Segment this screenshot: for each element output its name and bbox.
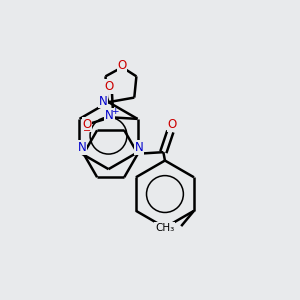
Text: +: + bbox=[111, 107, 118, 116]
Text: N: N bbox=[78, 141, 86, 154]
Text: CH₃: CH₃ bbox=[155, 223, 174, 233]
Text: O: O bbox=[118, 59, 127, 73]
Text: O: O bbox=[167, 118, 177, 131]
Text: O: O bbox=[82, 118, 92, 131]
Text: N: N bbox=[98, 95, 107, 108]
Text: N: N bbox=[105, 109, 114, 122]
Text: N: N bbox=[135, 141, 144, 154]
Text: O: O bbox=[104, 80, 113, 93]
Text: −: − bbox=[83, 126, 91, 136]
